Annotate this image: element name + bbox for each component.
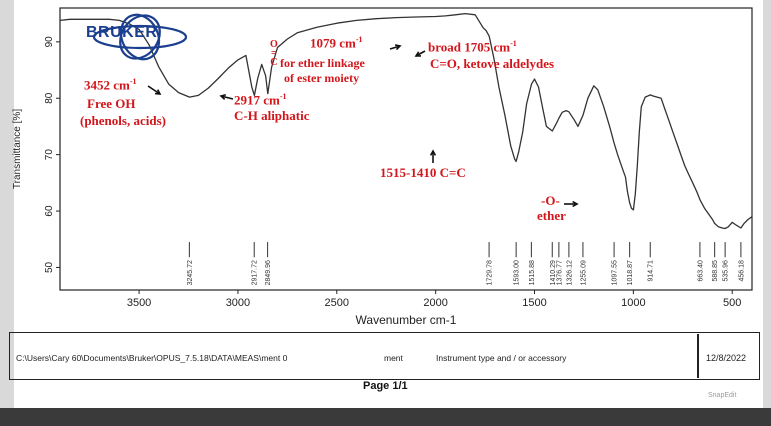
annotation-arrows: [147, 44, 579, 208]
peak-position-labels: 3245.72 2917.72 2849.96 1729.78 1593.00 1515.…: [187, 242, 745, 285]
desk-edge: [0, 408, 771, 426]
peak-label: 1729.78: [487, 260, 494, 285]
x-tick-label: 500: [723, 297, 741, 309]
page-number: Page 1/1: [363, 380, 408, 392]
annotation-ester-wavenumber: 1079 cm: [310, 35, 356, 51]
annotation-ether-symbol: -O-: [541, 193, 560, 208]
x-tick-label: 2500: [325, 297, 349, 309]
peak-label: 663.40: [697, 260, 704, 282]
annotation-carbonyl-superscript: -1: [510, 39, 517, 48]
peak-label: 2849.96: [265, 260, 272, 285]
x-axis-label: Wavenumber cm-1: [356, 313, 457, 327]
arrow-ether-head: [572, 200, 579, 208]
peak-label: 535.96: [723, 260, 730, 282]
x-tick-label: 3000: [226, 297, 250, 309]
y-tick-label: 80: [44, 92, 55, 104]
peak-label: 3245.72: [187, 260, 194, 285]
peak-label: 1410.29: [550, 260, 557, 285]
arrow-cc-head: [429, 149, 437, 156]
x-tick-label: 1000: [621, 297, 645, 309]
x-tick-label: 1500: [522, 297, 546, 309]
arrow-ch-head: [219, 93, 227, 100]
annotation-ch-superscript: -1: [279, 92, 287, 101]
carbonyl-glyph: O = C: [270, 39, 278, 68]
arrow-ch: [220, 95, 234, 100]
plot-frame: [59, 7, 753, 291]
x-tick-label: 3500: [127, 297, 151, 309]
arrow-oh-head: [154, 89, 162, 95]
peak-label: 914.71: [648, 260, 655, 282]
bruker-logo: [92, 13, 188, 61]
annotation-carbonyl-wavenumber: broad 1705 cm: [428, 39, 511, 55]
annotation-carbonyl: broad 1705 cm-1: [428, 39, 517, 55]
annotation-ester-moiety: of ester moiety: [284, 71, 360, 85]
annotation-ester-linkage: for ether linkage: [280, 56, 365, 70]
annotation-oh: 3452 cm-1: [84, 77, 137, 93]
annotation-carbonyl-groups: C=O, ketove aldelydes: [430, 56, 555, 71]
peak-label: 1593.00: [514, 260, 521, 285]
spectrum-series: [59, 12, 753, 230]
x-tick-label: 2000: [423, 297, 447, 309]
annotation-ether: ether: [537, 208, 566, 223]
annotation-ester-superscript: -1: [355, 35, 363, 44]
peak-label: 1376.77: [556, 260, 563, 285]
peak-label: 1018.87: [627, 260, 634, 285]
arrow-carbonyl-head: [414, 51, 422, 57]
footer-sample-name: ment: [384, 353, 403, 363]
footer-divider: [697, 334, 699, 378]
annotation-oh-groups: (phenols, acids): [80, 113, 166, 128]
footer-instrument: Instrument type and / or accessory: [436, 353, 567, 363]
peak-label: 1515.88: [529, 260, 536, 285]
annotation-oh-superscript: -1: [129, 77, 137, 86]
peak-label: 588.85: [712, 260, 719, 282]
spectrum-line: [59, 12, 753, 230]
chart-axes: 3500 3000 2500 2000 1500 1000 500 50 60 70 80 90 Wav…: [12, 7, 753, 327]
peak-label: 2917.72: [252, 260, 259, 285]
annotation-ch-aliphatic: C-H aliphatic: [234, 108, 310, 123]
logo-wordmark: BRUKER: [86, 24, 158, 41]
y-tick-label: 50: [44, 261, 55, 273]
arrow-carbonyl: [415, 50, 426, 57]
annotation-ch: 2917 cm-1: [234, 92, 287, 108]
footer-date: 12/8/2022: [706, 353, 747, 363]
y-tick-label: 90: [44, 36, 55, 48]
peak-label: 1255.09: [580, 260, 587, 285]
annotation-ch-wavenumber: 2917 cm: [234, 92, 280, 108]
peak-label: 456.18: [738, 260, 745, 282]
peak-label: 1326.12: [566, 260, 573, 285]
watermark: SnapEdit: [708, 392, 737, 399]
arrow-ester: [389, 45, 401, 50]
footer-file-path: C:\Users\Cary 60\Documents\Bruker\OPUS_7…: [16, 353, 288, 363]
annotation-oh-wavenumber: 3452 cm: [84, 77, 130, 93]
arrow-ester-head: [394, 44, 402, 51]
annotation-cc: 1515-1410 C=C: [380, 165, 466, 180]
y-tick-label: 70: [44, 149, 55, 161]
annotation-ester: 1079 cm-1: [310, 35, 363, 51]
y-tick-label: 60: [44, 205, 55, 217]
arrow-oh: [147, 85, 161, 95]
y-axis-label: Transmittance [%]: [12, 109, 23, 189]
annotation-oh-free: Free OH: [87, 96, 136, 111]
peak-label: 1097.55: [612, 260, 619, 285]
report-footer-box: [9, 332, 760, 380]
printed-report-page: [14, 0, 763, 408]
